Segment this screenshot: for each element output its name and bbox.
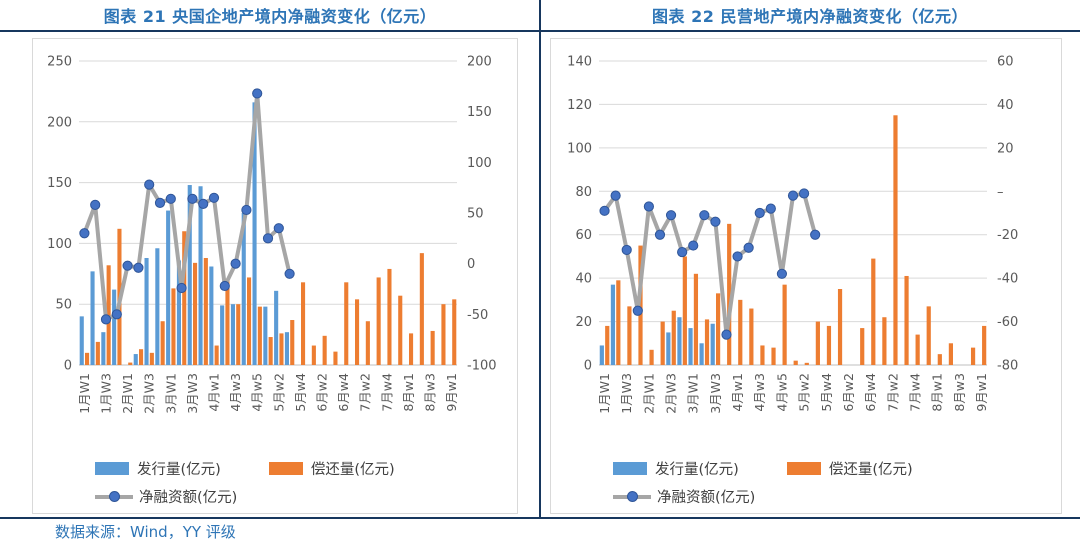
svg-text:9月w1: 9月w1 <box>974 373 989 412</box>
legend-issuance-label: 发行量(亿元) <box>655 462 739 478</box>
svg-text:1月W3: 1月W3 <box>619 373 634 414</box>
svg-text:80: 80 <box>575 185 592 200</box>
svg-text:7月w4: 7月w4 <box>379 373 394 412</box>
svg-text:60: 60 <box>575 228 592 243</box>
svg-text:8月w3: 8月w3 <box>952 373 967 412</box>
svg-text:150: 150 <box>47 176 72 191</box>
svg-text:-100: -100 <box>467 359 497 374</box>
svg-text:5月w4: 5月w4 <box>819 373 834 412</box>
svg-text:50: 50 <box>55 298 72 313</box>
svg-text:4月w3: 4月w3 <box>752 373 767 412</box>
svg-text:6月w4: 6月w4 <box>863 373 878 412</box>
svg-text:250: 250 <box>47 55 72 70</box>
svg-text:50: 50 <box>467 207 484 222</box>
svg-text:20: 20 <box>575 315 592 330</box>
svg-text:9月w1: 9月w1 <box>444 373 459 412</box>
bottom-rule-divider <box>0 517 1080 519</box>
legend-issuance: 发行量(亿元) <box>613 458 739 479</box>
svg-text:140: 140 <box>567 55 592 70</box>
net-line-swatch-icon <box>95 490 133 503</box>
svg-text:1月W1: 1月W1 <box>77 373 92 414</box>
legend-repayment: 偿还量(亿元) <box>268 458 395 479</box>
svg-text:3月W3: 3月W3 <box>185 373 200 414</box>
svg-text:40: 40 <box>575 272 592 287</box>
chart21-plot: 0 50 100 150 200 250 -100 -50 0 50 100 150 200 1月W1 1月… <box>47 55 497 414</box>
legend-issuance-label: 发行量(亿元) <box>137 462 221 478</box>
svg-text:4月w1: 4月w1 <box>207 373 222 412</box>
svg-text:0: 0 <box>584 359 592 374</box>
svg-text:100: 100 <box>467 156 492 171</box>
svg-text:20: 20 <box>997 141 1014 156</box>
svg-text:4月w5: 4月w5 <box>774 373 789 412</box>
svg-text:5月w2: 5月w2 <box>797 373 812 412</box>
issuance-swatch-icon <box>613 462 647 475</box>
svg-text:7月w2: 7月w2 <box>358 373 373 412</box>
svg-text:2月W1: 2月W1 <box>641 373 656 414</box>
net-line-swatch-icon <box>613 490 651 503</box>
svg-text:200: 200 <box>467 55 492 70</box>
svg-text:200: 200 <box>47 115 72 130</box>
svg-text:4月w5: 4月w5 <box>250 373 265 412</box>
svg-text:6月w2: 6月w2 <box>841 373 856 412</box>
svg-text:40: 40 <box>997 98 1014 113</box>
svg-text:4月w3: 4月w3 <box>228 373 243 412</box>
legend-issuance: 发行量(亿元) <box>95 458 221 479</box>
chart21-panel: 0 50 100 150 200 250 -100 -50 0 50 100 150 200 1月W1 1月… <box>32 38 518 514</box>
svg-text:3月W1: 3月W1 <box>163 373 178 414</box>
svg-text:-60: -60 <box>997 315 1018 330</box>
chart22-panel: 0 20 40 60 80 100 120 140 -80 -60 -40 -20 – 20 40 60 1月W… <box>550 38 1062 514</box>
legend-repayment-label: 偿还量(亿元) <box>310 462 395 478</box>
repayment-swatch-icon <box>268 462 303 475</box>
legend-net: 净融资额(亿元) <box>613 486 755 507</box>
svg-text:2月W1: 2月W1 <box>120 373 135 414</box>
svg-text:8月w3: 8月w3 <box>423 373 438 412</box>
title-row: 图表 21 央国企地产境内净融资变化（亿元） 图表 22 民营地产境内净融资变化… <box>0 0 1080 30</box>
svg-text:0: 0 <box>467 257 475 272</box>
legend-net-label: 净融资额(亿元) <box>657 490 756 506</box>
svg-text:150: 150 <box>467 105 492 120</box>
legend-repayment: 偿还量(亿元) <box>786 458 913 479</box>
legend-repayment-label: 偿还量(亿元) <box>828 462 913 478</box>
svg-text:5月w4: 5月w4 <box>293 373 308 412</box>
svg-text:4月w1: 4月w1 <box>730 373 745 412</box>
chart21-legend: 发行量(亿元) 偿还量(亿元) 净融资额(亿元) <box>95 451 443 507</box>
repayment-swatch-icon <box>786 462 821 475</box>
svg-text:6月w2: 6月w2 <box>315 373 330 412</box>
svg-text:1月W3: 1月W3 <box>99 373 114 414</box>
chart21-title: 图表 21 央国企地产境内净融资变化（亿元） <box>103 7 437 26</box>
svg-text:2月W3: 2月W3 <box>664 373 679 414</box>
svg-text:2月W3: 2月W3 <box>142 373 157 414</box>
svg-text:1月W1: 1月W1 <box>597 373 612 414</box>
svg-text:7月w4: 7月w4 <box>907 373 922 412</box>
svg-text:8月w1: 8月w1 <box>930 373 945 412</box>
chart22-title: 图表 22 民营地产境内净融资变化（亿元） <box>652 7 968 26</box>
svg-text:8月w1: 8月w1 <box>401 373 416 412</box>
svg-text:60: 60 <box>997 55 1014 70</box>
svg-text:6月w4: 6月w4 <box>336 373 351 412</box>
svg-text:–: – <box>997 185 1004 200</box>
svg-text:-80: -80 <box>997 359 1018 374</box>
svg-text:-40: -40 <box>997 272 1018 287</box>
svg-text:120: 120 <box>567 98 592 113</box>
svg-text:100: 100 <box>567 141 592 156</box>
legend-net: 净融资额(亿元) <box>95 486 237 507</box>
svg-text:3月W3: 3月W3 <box>708 373 723 414</box>
chart22-legend: 发行量(亿元) 偿还量(亿元) 净融资额(亿元) <box>613 451 961 507</box>
issuance-swatch-icon <box>95 462 129 475</box>
svg-text:5月w2: 5月w2 <box>271 373 286 412</box>
svg-text:3月W1: 3月W1 <box>686 373 701 414</box>
svg-text:100: 100 <box>47 237 72 252</box>
svg-text:0: 0 <box>64 359 72 374</box>
center-divider <box>539 0 541 519</box>
legend-net-label: 净融资额(亿元) <box>139 490 238 506</box>
chart22-plot: 0 20 40 60 80 100 120 140 -80 -60 -40 -20 – 20 40 60 1月W… <box>567 55 1018 414</box>
svg-text:-20: -20 <box>997 228 1018 243</box>
data-source-note: 数据来源：Wind，YY 评级 <box>55 523 236 541</box>
svg-text:-50: -50 <box>467 308 488 323</box>
svg-text:7月w2: 7月w2 <box>885 373 900 412</box>
